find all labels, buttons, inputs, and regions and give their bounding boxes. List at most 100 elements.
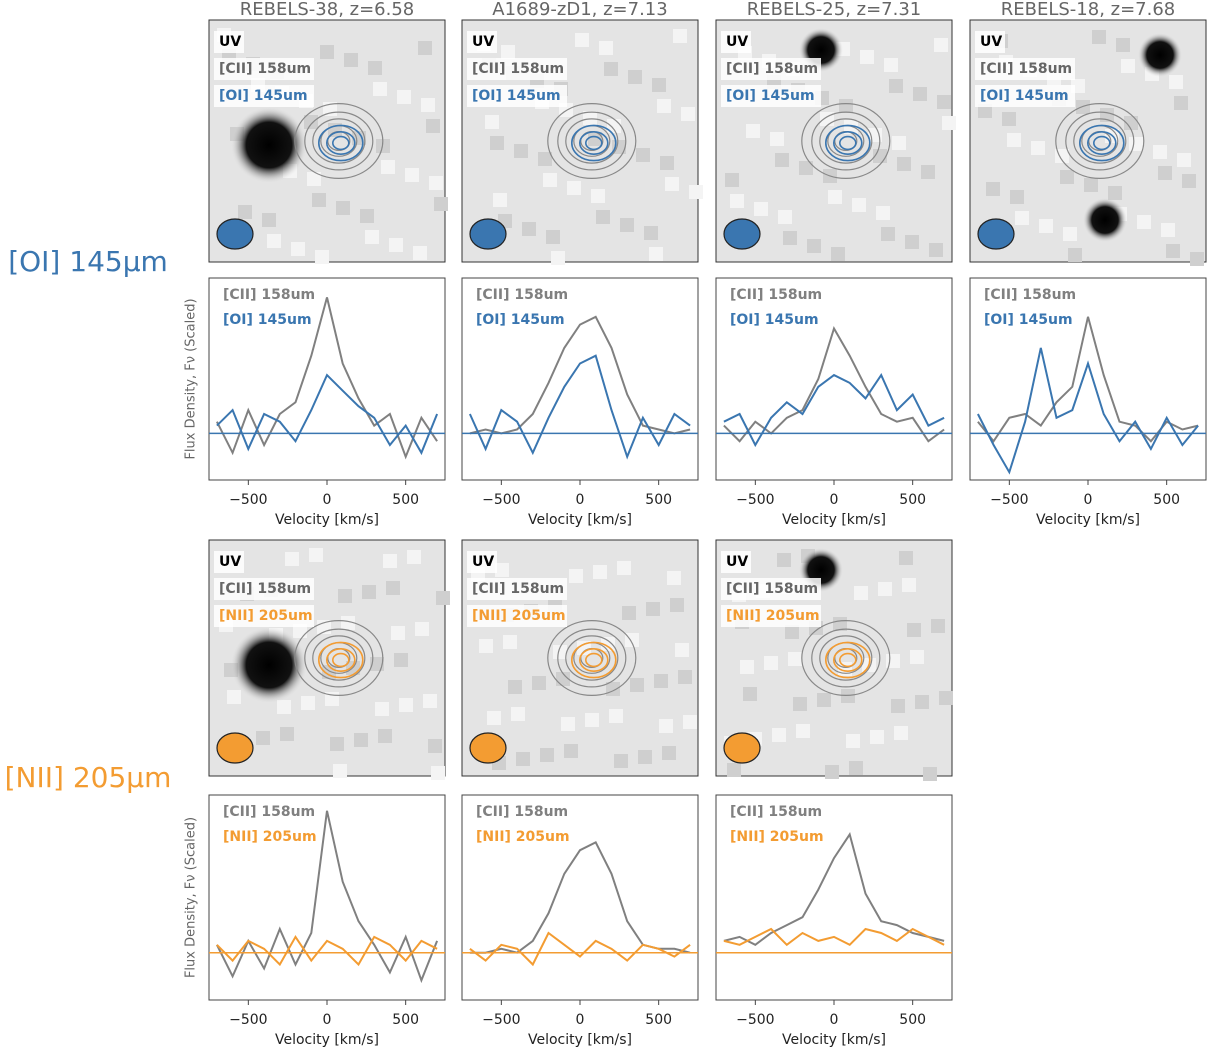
line-contour (832, 647, 863, 672)
image-noise (876, 206, 890, 220)
line-contour (1093, 135, 1111, 151)
x-axis-label: Velocity [km/s] (782, 512, 886, 528)
spectrum-line (723, 326, 945, 443)
image-noise (854, 586, 868, 600)
beam (723, 732, 761, 764)
image-noise (1137, 215, 1151, 229)
label-box (975, 58, 1075, 80)
image-label: [CII] 158um (472, 581, 564, 597)
image-noise (553, 645, 567, 659)
image-noise (522, 222, 536, 236)
x-axis-label: Velocity [km/s] (1036, 512, 1140, 528)
image-noise (1063, 227, 1077, 241)
label-box (214, 58, 314, 80)
image-noise (905, 235, 919, 249)
uv-source (231, 627, 307, 703)
image-noise (902, 578, 916, 592)
x-tick-label: 0 (576, 492, 585, 508)
image-noise (683, 715, 697, 729)
x-tick-label: 500 (645, 1012, 672, 1028)
image-noise (1108, 186, 1122, 200)
image-noise (301, 696, 315, 710)
legend-entry: [OI] 145um (223, 312, 312, 328)
image-label: [OI] 145um (980, 88, 1069, 104)
image-noise (280, 727, 294, 741)
image-noise (785, 625, 799, 639)
image-noise (913, 87, 927, 101)
label-box (214, 605, 314, 627)
image-label: [CII] 158um (219, 61, 311, 77)
label-box (214, 85, 314, 107)
row-label: [NII] 205μm (5, 761, 172, 794)
image-noise (333, 764, 347, 778)
image-noise (354, 733, 368, 747)
x-axis-label: Velocity [km/s] (528, 512, 632, 528)
spectrum-line (469, 315, 691, 435)
line-contour (1079, 124, 1125, 162)
image-label: UV (472, 554, 494, 570)
legend-box (978, 284, 1070, 306)
image-noise (551, 251, 565, 265)
image-noise (543, 173, 557, 187)
image-noise (564, 744, 578, 758)
image-noise (429, 176, 443, 190)
legend-box (724, 284, 816, 306)
image-noise (405, 168, 419, 182)
image-noise (636, 148, 650, 162)
image-noise (312, 193, 326, 207)
label-box (721, 551, 751, 573)
image-noise (1068, 248, 1082, 262)
image-noise (338, 589, 352, 603)
image-noise (772, 728, 786, 742)
x-tick-label: 500 (1153, 492, 1180, 508)
image-noise (381, 160, 395, 174)
image-noise (929, 243, 943, 257)
cii-contour (819, 118, 873, 164)
x-tick-label: 0 (576, 1012, 585, 1028)
image-noise (754, 202, 768, 216)
legend-entry: [OI] 145um (984, 312, 1073, 328)
image-noise (426, 119, 440, 133)
image-noise (891, 699, 905, 713)
line-contour (584, 135, 603, 151)
image-noise (561, 717, 575, 731)
beam (469, 218, 507, 250)
image-noise (817, 693, 831, 707)
image-noise (1174, 96, 1188, 110)
cii-contour (801, 102, 891, 180)
image-noise (490, 136, 504, 150)
image-noise (886, 654, 900, 668)
cii-contour (312, 118, 366, 164)
image-noise (910, 650, 924, 664)
uv-source (1083, 198, 1127, 242)
uv-source (1138, 33, 1182, 77)
image-panel: UV [CII] 158um [OI] 145um (461, 19, 703, 265)
label-box (467, 551, 497, 573)
line-contour (1087, 131, 1117, 156)
cii-contour (1073, 118, 1127, 164)
label-box (975, 31, 1005, 53)
plot-frame (715, 794, 953, 1001)
image-noise (585, 713, 599, 727)
image-noise (1177, 153, 1191, 167)
image-noise (986, 182, 1000, 196)
legend-entry: [CII] 158um (223, 287, 315, 303)
line-contour (824, 641, 871, 679)
image-noise (942, 116, 956, 130)
image-noise (389, 238, 403, 252)
image-noise (1002, 112, 1016, 126)
x-tick-label: −500 (990, 492, 1028, 508)
cii-contour (811, 628, 881, 688)
legend-entry: [CII] 158um (476, 287, 568, 303)
spectrum-panel: −500 0 500 Velocity [km/s] [CII] 158um [NII] … (715, 794, 953, 1048)
x-tick-label: 500 (899, 492, 926, 508)
spectrum-line (723, 373, 945, 448)
beam (977, 218, 1015, 250)
image-noise (514, 144, 528, 158)
line-contour (570, 641, 617, 679)
legend-entry: [OI] 145um (476, 312, 565, 328)
image-noise (881, 227, 895, 241)
image-noise (556, 672, 570, 686)
image-noise (362, 585, 376, 599)
image-noise (256, 731, 270, 745)
